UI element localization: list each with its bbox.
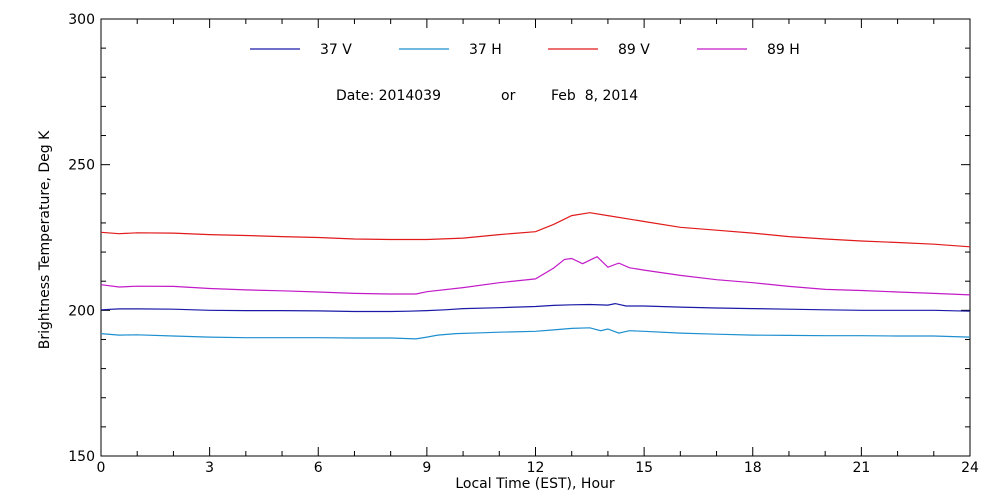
series-line-89-v xyxy=(100,212,971,248)
x-tick-label: 9 xyxy=(422,460,431,476)
date-text: Feb 8, 2014 xyxy=(551,88,638,104)
x-tick-label: 6 xyxy=(314,460,323,476)
axes: 0 3 6 9 12 15 18 21 24 150 200 250 300 xyxy=(68,12,979,476)
legend: 37 V 37 H 89 V 89 H xyxy=(250,42,800,58)
x-tick-label: 0 xyxy=(97,460,106,476)
series-line-37-h xyxy=(100,327,971,340)
plot-area-frame xyxy=(100,18,971,457)
x-tick-label: 3 xyxy=(205,460,214,476)
or-label: or xyxy=(501,88,516,104)
legend-label-37-h: 37 H xyxy=(469,42,502,58)
x-tick-label: 18 xyxy=(744,460,762,476)
y-tick-label: 150 xyxy=(68,449,95,465)
x-axis-title: Local Time (EST), Hour xyxy=(455,476,615,492)
y-axis-title: Brightness Temperature, Deg K xyxy=(37,130,53,349)
series-line-37-v xyxy=(100,302,971,313)
legend-label-89-v: 89 V xyxy=(618,42,650,58)
y-tick-label: 200 xyxy=(68,303,95,319)
y-tick-label: 250 xyxy=(68,158,95,174)
series-lines xyxy=(100,212,971,340)
date-label: Date: 2014039 xyxy=(336,88,441,104)
legend-label-89-h: 89 H xyxy=(767,42,800,58)
x-tick-label: 12 xyxy=(527,460,545,476)
x-tick-label: 21 xyxy=(852,460,870,476)
series-line-89-h xyxy=(100,255,971,296)
x-tick-label: 24 xyxy=(961,460,979,476)
x-tick-label: 15 xyxy=(635,460,653,476)
legend-label-37-v: 37 V xyxy=(320,42,352,58)
y-tick-label: 300 xyxy=(68,12,95,28)
